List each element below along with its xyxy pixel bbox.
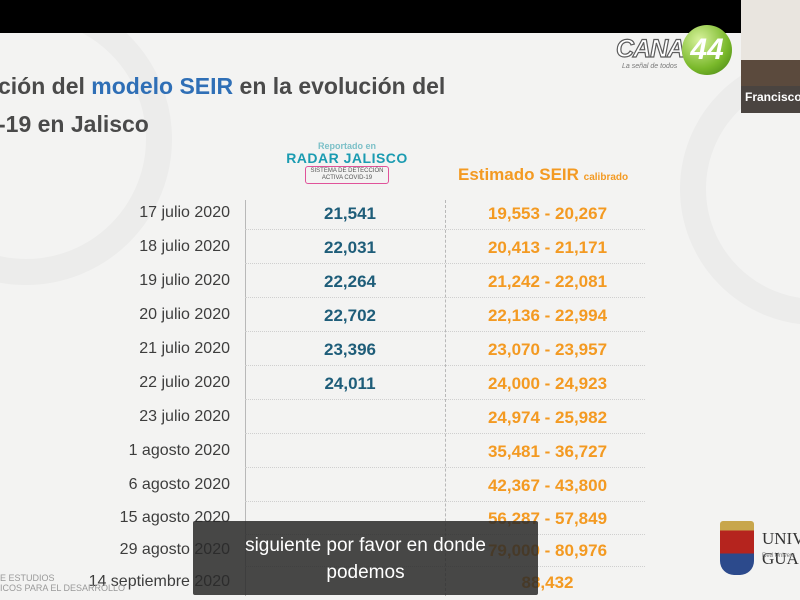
canal-44-logo: CANAL 44 La señal de todos <box>615 25 746 80</box>
row-separator <box>245 365 645 366</box>
row-reported-cases: 22,702 <box>324 306 376 325</box>
estimate-column-divider <box>445 200 446 596</box>
date-column-divider <box>245 200 246 596</box>
university-shield-icon <box>720 521 754 575</box>
caption-line1: siguiente por favor en donde <box>245 535 486 556</box>
table-row: 22 julio 2020 24,011 24,000 - 24,923 <box>60 374 650 402</box>
row-separator <box>245 263 645 264</box>
row-reported-cases: 22,264 <box>324 272 376 291</box>
row-seir-estimate: 42,367 - 43,800 <box>487 476 608 495</box>
table-row: 17 julio 2020 21,541 19,553 - 20,267 <box>60 204 650 232</box>
row-date: 19 julio 2020 <box>139 272 230 289</box>
row-seir-estimate: 23,070 - 23,957 <box>487 340 608 359</box>
university-name: UNIV GUA <box>762 529 800 569</box>
row-reported-cases: 22,031 <box>324 238 376 257</box>
row-date: 20 julio 2020 <box>139 306 230 323</box>
presentation-slide: ción del modelo SEIR en la evolución del… <box>0 33 800 600</box>
row-date: 22 julio 2020 <box>139 374 230 391</box>
footer-line1: E ESTUDIOS <box>0 573 55 583</box>
seir-estimate-label: Estimado SEIR <box>458 165 579 184</box>
row-separator <box>245 501 645 502</box>
radar-name: RADAR JALISCO <box>286 150 408 166</box>
radar-subtitle-box: SISTEMA DE DETECCIÓN ACTIVA COVID-19 <box>305 166 389 184</box>
radar-sub1: SISTEMA DE DETECCIÓN <box>310 168 384 174</box>
row-date: 21 julio 2020 <box>139 340 230 357</box>
webcam-background <box>741 0 800 60</box>
title-suffix: en la evolución del <box>239 73 446 99</box>
radar-sub2: ACTIVA COVID-19 <box>321 175 373 181</box>
participant-name: Francisco <box>745 90 800 104</box>
row-seir-estimate: 21,242 - 22,081 <box>487 272 608 291</box>
table-row: 6 agosto 2020 42,367 - 43,800 <box>60 476 650 504</box>
seir-estimate-header: Estimado SEIR calibrado <box>458 165 628 185</box>
table-row: 1 agosto 2020 35,481 - 36,727 <box>60 442 650 470</box>
footer-institute-text: E ESTUDIOS ICOS PARA EL DESARROLLO <box>0 573 125 593</box>
footer-line2: ICOS PARA EL DESARROLLO <box>0 583 126 593</box>
university-name-top: UNIV <box>762 529 800 548</box>
row-reported-cases: 21,541 <box>324 204 376 223</box>
row-date: 6 agosto 2020 <box>128 476 230 493</box>
radar-reported-label: Reportado en <box>317 141 376 151</box>
table-row: 21 julio 2020 23,396 23,070 - 23,957 <box>60 340 650 368</box>
row-reported-cases: 23,396 <box>324 340 376 359</box>
row-seir-estimate: 35,481 - 36,727 <box>487 442 608 461</box>
row-seir-estimate: 24,000 - 24,923 <box>487 374 608 393</box>
table-row: 18 julio 2020 22,031 20,413 - 21,171 <box>60 238 650 266</box>
table-row: 23 julio 2020 24,974 - 25,982 <box>60 408 650 436</box>
row-seir-estimate: 19,553 - 20,267 <box>487 204 608 223</box>
university-subtitle: Red Univers <box>762 553 796 559</box>
university-logo: UNIV GUA Red Univers <box>718 521 800 581</box>
row-reported-cases: 24,011 <box>324 374 376 393</box>
logo-44-badge: 44 <box>682 25 732 75</box>
row-separator <box>245 229 645 230</box>
row-seir-estimate: 24,974 - 25,982 <box>487 408 608 427</box>
title-prefix: ción del <box>0 73 85 99</box>
row-seir-estimate: 22,136 - 22,994 <box>487 306 608 325</box>
row-separator <box>245 297 645 298</box>
row-separator <box>245 467 645 468</box>
row-date: 23 julio 2020 <box>139 408 230 425</box>
subtitle-caption: siguiente por favor en donde podemos <box>193 521 538 595</box>
seir-calibrated-label: calibrado <box>583 172 629 183</box>
title-highlight: modelo SEIR <box>91 73 234 99</box>
row-separator <box>245 433 645 434</box>
slide-title-line1: ción del modelo SEIR en la evolución del <box>0 73 445 100</box>
table-row: 20 julio 2020 22,702 22,136 - 22,994 <box>60 306 650 334</box>
logo-tagline: La señal de todos <box>622 63 678 70</box>
webcam-thumbnail: Francisco <box>741 0 800 113</box>
row-seir-estimate: 20,413 - 21,171 <box>487 238 608 257</box>
row-date: 17 julio 2020 <box>139 204 230 221</box>
row-date: 1 agosto 2020 <box>128 442 230 459</box>
caption-line2: podemos <box>326 562 405 583</box>
row-date: 18 julio 2020 <box>139 238 230 255</box>
webcam-shelf <box>741 60 800 86</box>
row-separator <box>245 399 645 400</box>
top-black-bar <box>0 0 800 33</box>
table-row: 19 julio 2020 22,264 21,242 - 22,081 <box>60 272 650 300</box>
slide-title-line2: -19 en Jalisco <box>0 111 149 137</box>
radar-jalisco-header: Reportado en RADAR JALISCO SISTEMA DE DE… <box>284 141 410 184</box>
row-separator <box>245 331 645 332</box>
university-name-bottom: GUA <box>762 549 799 568</box>
